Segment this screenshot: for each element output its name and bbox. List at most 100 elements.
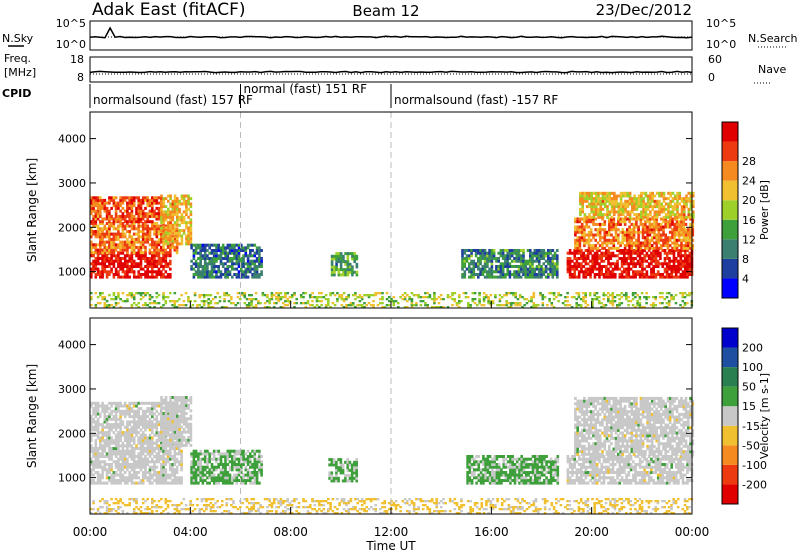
heatmap-cell xyxy=(311,296,314,299)
heatmap-cell xyxy=(272,302,276,305)
heatmap-cell xyxy=(99,292,102,295)
heatmap-cell xyxy=(137,262,140,266)
heatmap-cell xyxy=(346,262,350,266)
heatmap-cell xyxy=(609,257,613,260)
heatmap-cell xyxy=(132,265,136,268)
heatmap-cell xyxy=(691,230,695,234)
heatmap-cell xyxy=(92,468,95,472)
heatmap-cell xyxy=(197,265,200,268)
heatmap-cell xyxy=(148,220,152,224)
heatmap-cell xyxy=(591,262,594,266)
heatmap-cell xyxy=(148,468,152,472)
heatmap-cell xyxy=(108,262,111,266)
heatmap-cell xyxy=(260,259,263,263)
heatmap-cell xyxy=(642,191,645,195)
heatmap-cell xyxy=(575,298,578,301)
heatmap-cell xyxy=(240,273,243,276)
heatmap-cell xyxy=(253,270,257,274)
heatmap-cell xyxy=(611,273,615,276)
heatmap-cell xyxy=(119,267,122,271)
heatmap-cell xyxy=(666,236,670,240)
heatmap-cell xyxy=(90,420,93,424)
heatmap-cell xyxy=(194,243,198,247)
heatmap-cell xyxy=(128,240,131,244)
heatmap-cell xyxy=(166,265,170,268)
heatmap-cell xyxy=(132,232,136,236)
heatmap-cell xyxy=(564,300,567,303)
heatmap-cell xyxy=(162,425,166,429)
heatmap-cell xyxy=(514,302,517,305)
heatmap-cell xyxy=(144,257,147,260)
heatmap-cell xyxy=(128,436,131,440)
heatmap-cell xyxy=(148,201,152,205)
heatmap-cell xyxy=(141,196,145,200)
heatmap-cell xyxy=(424,292,427,295)
colorbar-swatch xyxy=(722,258,738,279)
heatmap-cell xyxy=(185,210,188,214)
heatmap-cell xyxy=(117,436,120,440)
heatmap-cell xyxy=(96,425,100,429)
heatmap-cell xyxy=(237,265,241,268)
heatmap-cell xyxy=(642,210,645,214)
heatmap-cell xyxy=(228,249,232,252)
heatmap-cell xyxy=(101,423,104,427)
heatmap-cell xyxy=(139,265,143,268)
heatmap-cell xyxy=(126,230,129,233)
heatmap-cell xyxy=(609,254,613,258)
heatmap-cell xyxy=(139,457,143,461)
heatmap-cell xyxy=(157,206,161,210)
heatmap-cell xyxy=(155,409,159,413)
heatmap-cell xyxy=(126,444,129,448)
heatmap-cell xyxy=(610,207,614,211)
heatmap-cell xyxy=(676,194,679,198)
heatmap-cell xyxy=(103,240,107,244)
heatmap-cell xyxy=(589,267,592,271)
heatmap-cell xyxy=(654,262,658,266)
heatmap-cell xyxy=(620,270,624,274)
heatmap-cell xyxy=(187,298,190,301)
heatmap-cell xyxy=(631,202,634,206)
heatmap-cell xyxy=(135,420,138,424)
heatmap-cell xyxy=(605,254,608,258)
heatmap-cell xyxy=(542,267,546,271)
heatmap-cell xyxy=(513,270,516,274)
heatmap-cell xyxy=(514,294,517,297)
heatmap-cell xyxy=(167,428,170,431)
heatmap-cell xyxy=(344,252,347,256)
heatmap-cell xyxy=(628,225,631,229)
heatmap-cell xyxy=(598,262,601,266)
heatmap-cell xyxy=(105,209,109,213)
heatmap-cell xyxy=(114,433,118,437)
heatmap-cell xyxy=(96,431,100,435)
heatmap-cell xyxy=(162,245,165,249)
heatmap-cell xyxy=(167,441,170,445)
heatmap-cell xyxy=(529,267,532,271)
heatmap-cell xyxy=(173,449,177,453)
heatmap-cell xyxy=(470,270,473,274)
heatmap-cell xyxy=(169,275,172,279)
heatmap-cell xyxy=(99,227,102,231)
heatmap-cell xyxy=(311,292,314,295)
heatmap-cell xyxy=(182,199,186,203)
heatmap-cell xyxy=(603,236,607,240)
heatmap-cell xyxy=(665,265,669,268)
heatmap-cell xyxy=(233,262,236,266)
heatmap-cell xyxy=(198,294,201,297)
heatmap-cell xyxy=(524,270,527,274)
heatmap-cell xyxy=(538,257,541,260)
heatmap-cell xyxy=(668,257,671,260)
heatmap-cell xyxy=(596,228,600,232)
heatmap-cell xyxy=(215,270,218,274)
heatmap-cell xyxy=(123,431,127,435)
heatmap-cell xyxy=(597,207,600,211)
heatmap-cell xyxy=(199,270,202,274)
heatmap-cell xyxy=(590,210,593,214)
heatmap-cell xyxy=(339,260,343,264)
heatmap-cell xyxy=(374,292,377,295)
heatmap-cell xyxy=(171,431,174,435)
heatmap-cell xyxy=(180,449,183,453)
heatmap-cell xyxy=(132,298,136,301)
heatmap-cell xyxy=(180,218,184,222)
heatmap-cell xyxy=(670,298,673,301)
heatmap-cell xyxy=(408,296,411,299)
